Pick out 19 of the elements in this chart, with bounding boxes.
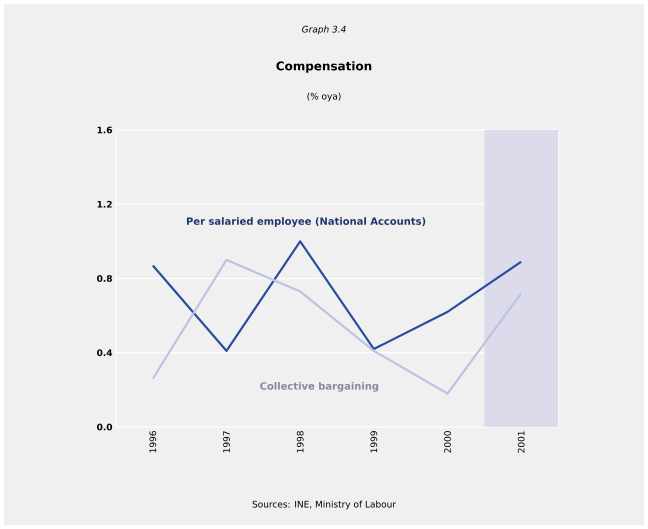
y-tick-label: 0.0 — [97, 424, 112, 430]
x-tick-label: 2000 — [444, 431, 451, 453]
x-tick-label: 2001 — [518, 431, 525, 453]
text: Per salaried employee (National Accounts) — [186, 217, 426, 227]
line-series — [152, 240, 522, 352]
y-tick-label: 1.2 — [98, 200, 112, 208]
chart-title: Compensation — [276, 61, 372, 73]
x-tick-label: 1999 — [370, 431, 378, 452]
y-tick-label: 1.6 — [98, 126, 112, 134]
y-tick-label: 0.4 — [97, 349, 112, 356]
source-note: Sources: INE, Ministry of Labour — [252, 500, 396, 510]
x-tick-label: 1996 — [149, 431, 156, 452]
text: Collective bargaining — [260, 382, 378, 392]
chart-subtitle: (% oya) — [307, 92, 341, 102]
x-tick-label: 1997 — [223, 431, 230, 452]
x-tick-label: 1998 — [296, 431, 304, 452]
line-series — [152, 258, 522, 395]
y-tick-label: 0.8 — [97, 275, 112, 282]
caption: Graph 3.4 — [302, 26, 346, 34]
